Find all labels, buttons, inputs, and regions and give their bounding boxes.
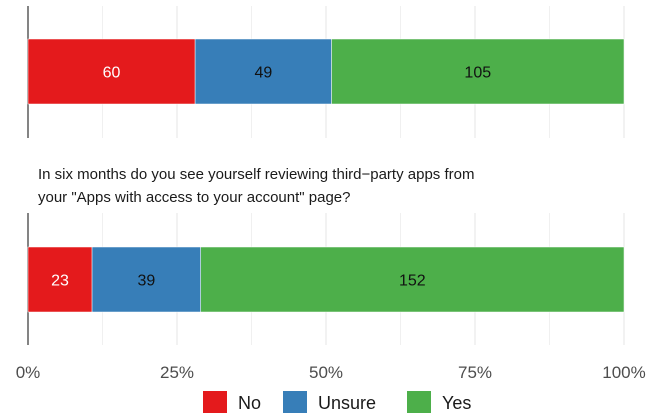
bar-segment-unsure — [194, 38, 332, 105]
data-label: 60 — [103, 65, 121, 82]
bar-segment-yes — [331, 38, 625, 105]
bar-segment-yes — [200, 246, 625, 313]
x-tick-label: 25% — [160, 363, 194, 382]
data-label: 23 — [51, 273, 69, 290]
legend-swatch-no — [203, 391, 227, 413]
legend-swatch-yes — [407, 391, 431, 413]
x-tick-label: 0% — [16, 363, 41, 382]
x-tick-label: 100% — [602, 363, 645, 382]
data-label: 105 — [464, 65, 491, 82]
panel-title-line: your "Apps with access to your account" … — [38, 189, 351, 206]
panel-title-line: In six months do you see yourself review… — [38, 166, 474, 183]
x-tick-label: 50% — [309, 363, 343, 382]
data-label: 152 — [399, 273, 426, 290]
bar-segment-no — [27, 246, 93, 313]
data-label: 49 — [254, 65, 272, 82]
legend-label-yes: Yes — [442, 393, 471, 413]
legend-swatch-unsure — [283, 391, 307, 413]
x-tick-label: 75% — [458, 363, 492, 382]
legend-label-unsure: Unsure — [318, 393, 376, 413]
data-label: 39 — [137, 273, 155, 290]
legend-label-no: No — [238, 393, 261, 413]
